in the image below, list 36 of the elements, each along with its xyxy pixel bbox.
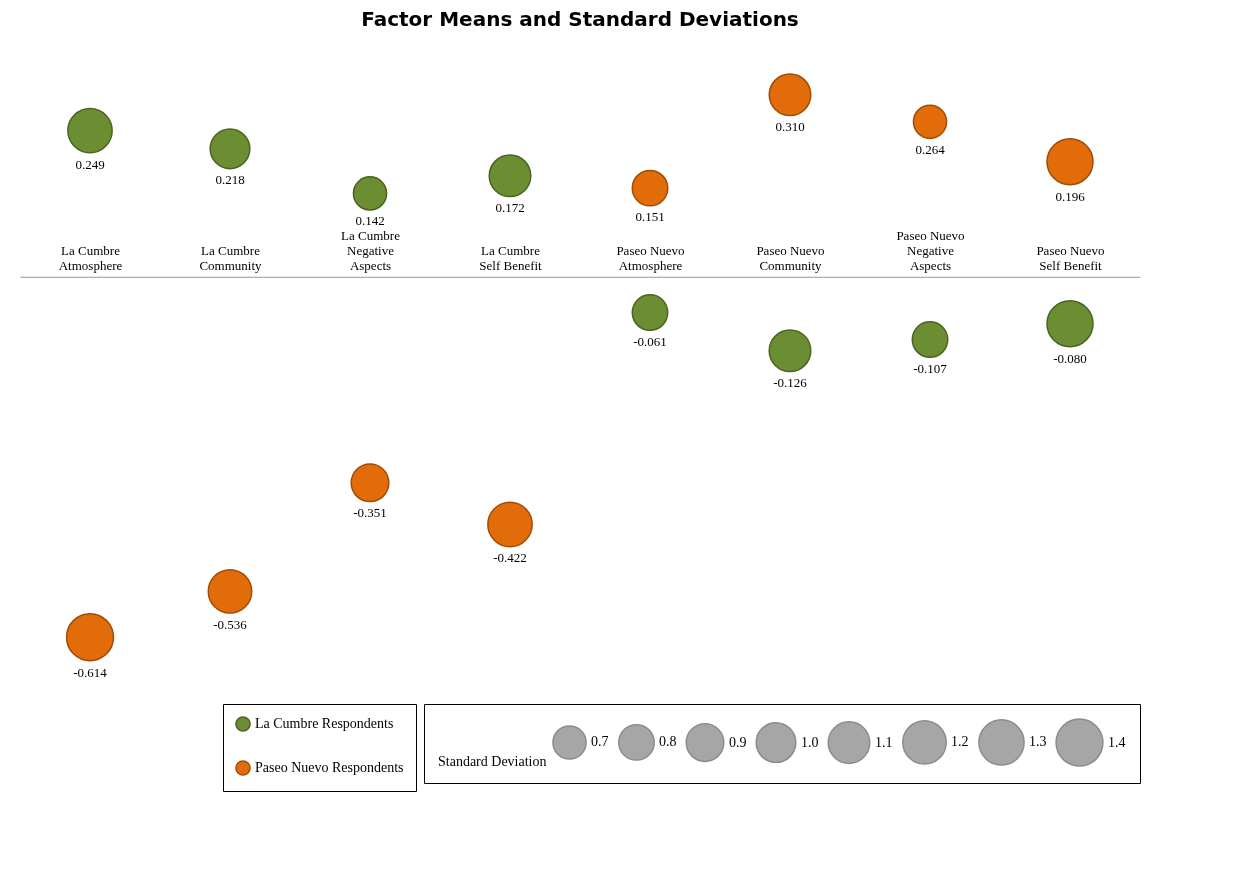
x-tick-label: La Cumbre Negative Aspects — [341, 228, 401, 274]
x-tick-label: La Cumbre Self Benefit — [479, 243, 543, 274]
data-label: -0.061 — [633, 333, 667, 349]
data-label: -0.351 — [353, 505, 387, 521]
data-label: 0.264 — [915, 141, 946, 157]
x-tick-label: La Cumbre Atmosphere — [58, 243, 123, 274]
x-tick-label: Paseo Nuevo Negative Aspects — [896, 228, 965, 274]
data-label: -0.536 — [213, 616, 248, 632]
chart-title: Factor Means and Standard Deviations — [361, 7, 799, 31]
x-tick-label: Paseo Nuevo Self Benefit — [1036, 243, 1105, 274]
legend-label: 1.2 — [951, 734, 969, 750]
legend-label: 1.4 — [1108, 734, 1126, 750]
x-tick-label: Paseo Nuevo Atmosphere — [616, 243, 685, 274]
legend-title: Standard Deviation — [438, 754, 547, 769]
data-label: -0.126 — [773, 375, 808, 391]
data-label: 0.310 — [775, 119, 805, 135]
legend-label: 0.9 — [729, 734, 747, 750]
data-label: 0.172 — [495, 200, 525, 216]
data-label: 0.249 — [75, 156, 105, 172]
legend-label: Paseo Nuevo Respondents — [255, 760, 404, 775]
data-label: -0.614 — [73, 664, 108, 680]
x-tick-label: La Cumbre Community — [199, 243, 263, 274]
data-label: -0.107 — [913, 360, 948, 376]
legend-label: 1.3 — [1029, 734, 1047, 750]
data-label: 0.196 — [1055, 188, 1086, 204]
legend-label: 0.8 — [659, 734, 677, 750]
data-label: 0.142 — [355, 213, 385, 229]
data-label: -0.080 — [1053, 350, 1087, 366]
legend-label: 0.7 — [591, 734, 609, 750]
data-label: 0.218 — [215, 172, 245, 188]
legend-label: 1.1 — [875, 734, 893, 750]
data-label: 0.151 — [635, 209, 665, 225]
x-tick-label: Paseo Nuevo Community — [756, 243, 825, 274]
data-label: -0.422 — [493, 550, 527, 566]
legend-label: 1.0 — [801, 734, 819, 750]
legend-label: La Cumbre Respondents — [255, 716, 394, 731]
